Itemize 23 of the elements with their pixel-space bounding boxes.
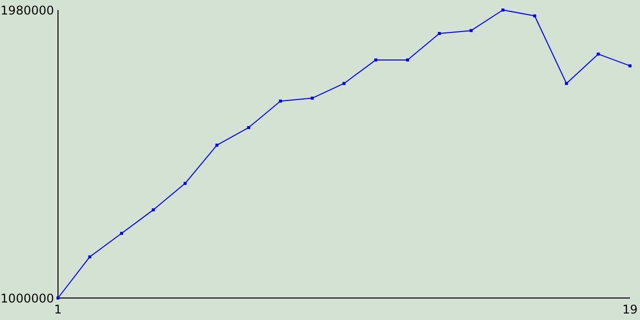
point [406,58,410,62]
point [470,29,473,32]
point [215,144,218,147]
line-series [56,8,632,300]
point [501,8,504,12]
point [88,255,92,258]
point [596,52,600,56]
x-tick-label: 1 [54,302,62,316]
point [184,182,187,185]
point [278,100,282,103]
point [152,208,155,212]
point [120,232,124,235]
point [310,96,314,100]
point [628,64,632,68]
y-tick-label: 1000000 [0,291,54,306]
point [342,82,346,85]
point [533,14,536,18]
y-tick-label: 1980000 [0,3,54,18]
point [564,82,568,85]
point [247,126,250,130]
point [438,32,441,36]
point [374,58,378,62]
x-tick-label: 19 [622,302,638,316]
